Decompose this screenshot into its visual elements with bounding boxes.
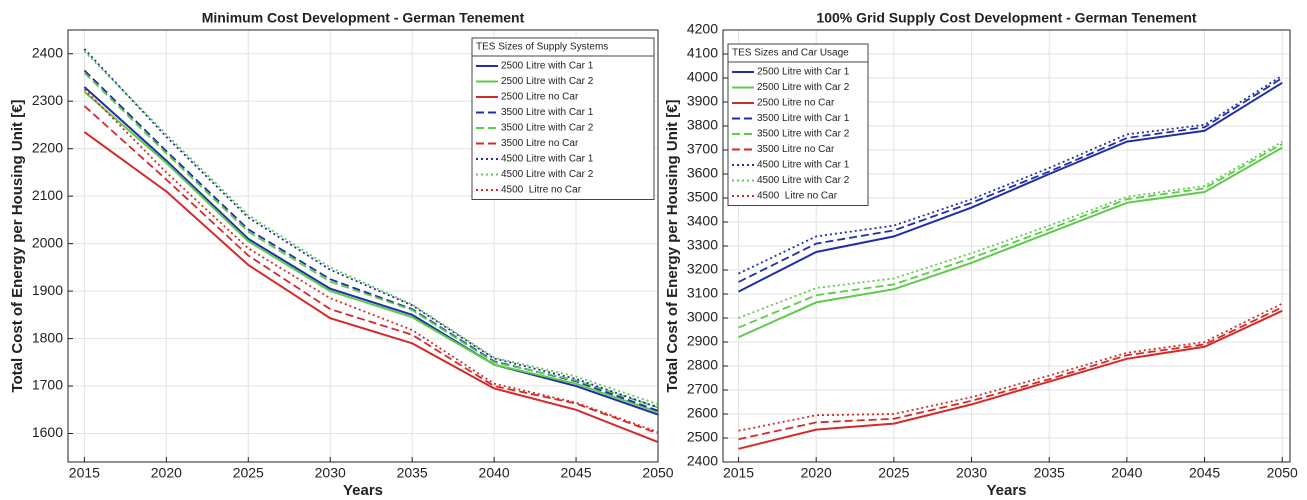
y-tick-label: 3700	[687, 141, 718, 157]
series-line	[738, 146, 1283, 339]
x-tick-label: 2050	[1267, 465, 1298, 481]
series-line	[738, 306, 1283, 441]
x-tick-label: 2035	[1034, 465, 1065, 481]
y-tick-label: 3300	[687, 237, 718, 253]
plot-frame	[722, 29, 1291, 463]
x-tick-label: 2045	[1189, 465, 1220, 481]
x-tick-label: 2040	[1111, 465, 1142, 481]
y-tick-label: 2600	[687, 405, 718, 421]
legend-label: 3500 Litre with Car 2	[501, 123, 594, 134]
x-tick-label: 2030	[315, 465, 346, 481]
x-tick-label: 2015	[723, 465, 754, 481]
y-tick-label: 4000	[687, 69, 718, 85]
x-tick-label: 2035	[397, 465, 428, 481]
chart-title: Minimum Cost Development - German Teneme…	[202, 10, 525, 26]
x-tick-label: 2025	[233, 465, 264, 481]
legend-label: 4500 Litre with Car 1	[757, 160, 850, 171]
legend-label: 3500 Litre with Car 2	[757, 129, 850, 140]
series-line	[738, 74, 1283, 275]
legend-box	[727, 43, 869, 206]
y-tick-label: 2200	[32, 139, 63, 155]
y-tick-label: 3100	[687, 285, 718, 301]
legend-label: 4500 Litre with Car 2	[501, 169, 594, 180]
legend-title: TES Sizes of Supply Systems	[476, 42, 608, 53]
series-line	[83, 72, 659, 409]
series-line	[738, 140, 1283, 319]
x-tick-label: 2025	[878, 465, 909, 481]
y-tick-label: 3800	[687, 117, 718, 133]
series-line	[83, 105, 659, 435]
y-tick-label: 1600	[32, 424, 63, 440]
x-tick-label: 2015	[69, 465, 100, 481]
series-line	[738, 302, 1283, 432]
y-tick-label: 1700	[32, 377, 63, 393]
y-tick-label: 1900	[32, 282, 63, 298]
series-line	[83, 88, 659, 433]
y-tick-label: 3200	[687, 261, 718, 277]
legend-label: 3500 Litre no Car	[757, 144, 835, 155]
y-tick-label: 2800	[687, 357, 718, 373]
y-tick-label: 2100	[32, 187, 63, 203]
series-line	[83, 50, 659, 405]
legend-title: TES Sizes and Car Usage	[732, 48, 849, 59]
x-tick-label: 2030	[956, 465, 987, 481]
chart-title: 100% Grid Supply Cost Development - Germ…	[816, 10, 1196, 26]
legend-label: 2500 Litre with Car 2	[501, 76, 594, 87]
y-axis-label: Total Cost of Energy per Housing Unit [€…	[664, 99, 681, 392]
legend-label: 2500 Litre with Car 1	[501, 61, 594, 72]
legend-label: 4500 Litre no Car	[757, 191, 838, 202]
x-axis-label: Years	[986, 482, 1026, 499]
y-tick-label: 2400	[687, 453, 718, 469]
y-tick-label: 3400	[687, 213, 718, 229]
y-tick-label: 2700	[687, 381, 718, 397]
legend-label: 2500 Litre no Car	[501, 92, 579, 103]
legend-label: 4500 Litre with Car 1	[501, 154, 594, 165]
y-tick-label: 4200	[687, 21, 718, 37]
x-tick-label: 2045	[560, 465, 591, 481]
y-tick-label: 1800	[32, 329, 63, 345]
legend-label: 2500 Litre with Car 1	[757, 67, 850, 78]
x-tick-label: 2020	[151, 465, 182, 481]
y-tick-label: 2000	[32, 234, 63, 250]
legend-label: 3500 Litre no Car	[501, 138, 579, 149]
series-line	[83, 48, 659, 409]
legend-label: 4500 Litre no Car	[501, 185, 582, 196]
series-line	[738, 81, 1283, 293]
y-tick-label: 3000	[687, 309, 718, 325]
legend-label: 3500 Litre with Car 1	[757, 113, 850, 124]
legend-label: 2500 Litre no Car	[757, 98, 835, 109]
x-tick-label: 2020	[801, 465, 832, 481]
series-line	[738, 77, 1283, 283]
y-tick-label: 3900	[687, 93, 718, 109]
x-tick-label: 2050	[642, 465, 673, 481]
y-tick-label: 3500	[687, 189, 718, 205]
y-tick-label: 2900	[687, 333, 718, 349]
legend-label: 4500 Litre with Car 2	[757, 175, 850, 186]
y-tick-label: 2300	[32, 92, 63, 108]
series-line	[83, 131, 659, 443]
series-line	[738, 143, 1283, 329]
legend-label: 2500 Litre with Car 2	[757, 82, 850, 93]
y-tick-label: 2400	[32, 44, 63, 60]
series-line	[738, 309, 1283, 450]
legend-label: 3500 Litre with Car 1	[501, 107, 594, 118]
plot-frame	[67, 29, 659, 463]
legend-box	[471, 37, 655, 200]
series-line	[83, 90, 659, 414]
x-tick-label: 2040	[479, 465, 510, 481]
series-line	[83, 86, 659, 416]
y-axis-label: Total Cost of Energy per Housing Unit [€…	[9, 99, 26, 392]
y-tick-label: 4100	[687, 45, 718, 61]
x-axis-label: Years	[343, 482, 383, 499]
y-tick-label: 3600	[687, 165, 718, 181]
y-tick-label: 2500	[687, 429, 718, 445]
